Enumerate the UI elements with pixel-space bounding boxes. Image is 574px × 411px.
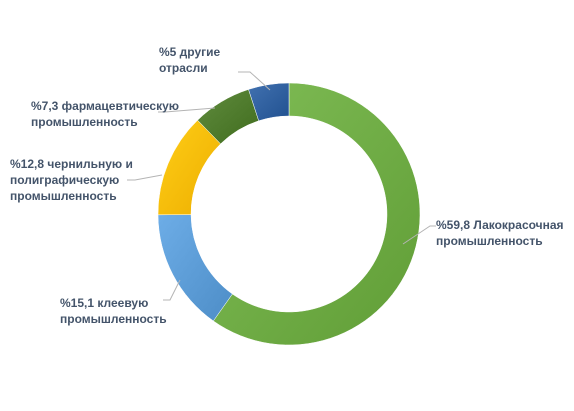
slice-label-2: %12,8 чернильную и полиграфическую промышл… [10, 157, 133, 203]
slice-label-1-line-1: промышленность [60, 312, 167, 326]
slice-label-4-line-0: %5 другие [159, 45, 221, 59]
slice-label-2-line-2: промышленность [10, 189, 117, 203]
slice-label-1-line-0: %15,1 клеевую [60, 296, 148, 310]
leader-line-1 [163, 279, 181, 301]
leader-line-3 [158, 107, 216, 113]
slice-label-0: %59,8 Лакокрасочная промышленность [436, 218, 564, 248]
slice-label-2-line-0: %12,8 чернильную и [10, 157, 133, 171]
slice-label-2-line-1: полиграфическую [10, 173, 119, 187]
donut-slice-1 [157, 214, 233, 322]
leader-line-0 [402, 225, 436, 245]
slice-label-3-line-0: %7,3 фармацевтическую [31, 99, 179, 113]
leader-line-4 [238, 71, 271, 91]
donut-slice-4 [248, 82, 290, 122]
slice-label-3: %7,3 фармацевтическую промышленность [31, 99, 179, 129]
slice-label-0-line-0: %59,8 Лакокрасочная [436, 218, 564, 232]
slice-label-0-line-1: промышленность [436, 234, 543, 248]
slice-label-4-line-1: отрасли [159, 61, 208, 75]
leader-line-2 [127, 174, 163, 181]
leader-lines [127, 71, 436, 301]
donut-slices [157, 82, 421, 346]
slice-labels: %59,8 Лакокрасочная промышленность%15,1 к… [10, 45, 564, 326]
slice-label-3-line-1: промышленность [31, 115, 138, 129]
slice-label-1: %15,1 клеевую промышленность [60, 296, 167, 326]
donut-slice-0 [212, 82, 421, 346]
slice-label-4: %5 другие отрасли [159, 45, 221, 75]
